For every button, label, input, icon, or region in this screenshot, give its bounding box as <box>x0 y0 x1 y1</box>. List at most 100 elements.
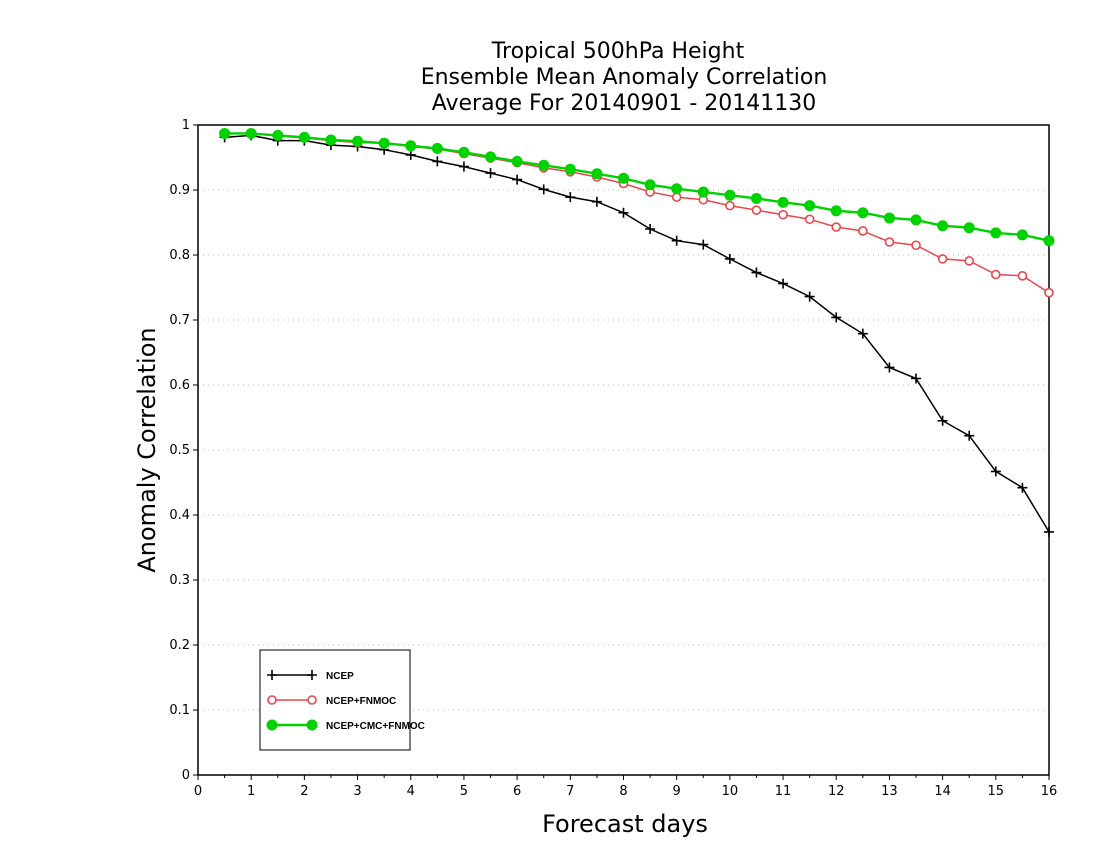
data-point <box>911 373 922 384</box>
x-tick-label: 3 <box>353 784 361 799</box>
data-point <box>831 222 842 232</box>
series-ncep <box>219 130 1054 537</box>
data-point <box>751 205 762 215</box>
data-point <box>884 237 895 247</box>
y-tick-label: 0.8 <box>169 248 190 263</box>
grid-lines <box>198 189 1049 711</box>
x-tick-label: 10 <box>722 784 739 799</box>
data-point <box>964 256 975 266</box>
data-point <box>485 151 497 163</box>
data-point <box>991 269 1001 280</box>
data-point <box>1016 229 1028 241</box>
legend-label: NCEP+CMC+FNMOC <box>326 721 425 732</box>
data-point <box>645 224 656 234</box>
x-tick-label: 4 <box>407 784 415 799</box>
axis-ticks <box>193 124 1050 780</box>
data-point <box>591 168 603 180</box>
data-point <box>671 192 682 202</box>
data-point <box>910 214 922 226</box>
data-point <box>431 142 443 154</box>
data-point <box>778 278 789 289</box>
data-point <box>671 183 683 195</box>
x-tick-label: 0 <box>194 784 202 799</box>
x-tick-label: 13 <box>881 784 898 799</box>
data-point <box>937 415 948 426</box>
data-point <box>698 239 709 250</box>
legend-marker <box>307 695 317 705</box>
y-tick-labels: 0 0.1 0.2 0.3 0.4 0.5 0.6 0.7 0.8 0.9 1 <box>169 118 190 783</box>
data-point <box>1017 482 1028 493</box>
data-point <box>777 196 789 208</box>
data-point <box>857 207 869 219</box>
data-point <box>458 161 469 172</box>
data-point <box>831 312 842 323</box>
chart-title-line-2: Ensemble Mean Anomaly Correlation <box>421 65 828 90</box>
data-point <box>963 222 975 234</box>
x-tick-label: 12 <box>828 784 845 799</box>
x-tick-label: 16 <box>1041 784 1058 799</box>
data-point <box>538 184 549 195</box>
data-point <box>458 146 470 158</box>
x-tick-label: 7 <box>566 784 574 799</box>
data-point <box>883 212 895 224</box>
data-point <box>1017 270 1028 281</box>
data-point <box>750 192 762 204</box>
data-point <box>911 240 921 251</box>
y-tick-label: 0.1 <box>169 703 190 718</box>
data-point <box>804 214 815 225</box>
data-point <box>564 163 576 175</box>
data-series <box>219 127 1055 537</box>
series-line <box>224 132 1050 294</box>
y-tick-label: 0.5 <box>169 443 190 458</box>
x-tick-label: 14 <box>934 784 951 799</box>
data-point <box>405 140 417 152</box>
y-tick-label: 0.3 <box>169 573 190 588</box>
x-axis-label: Forecast days <box>542 810 708 838</box>
data-point <box>511 155 523 167</box>
data-point <box>857 328 868 339</box>
series-ncep-cmc-fnmoc <box>219 127 1055 247</box>
y-tick-label: 0.7 <box>169 313 190 328</box>
data-point <box>937 220 949 232</box>
legend-marker <box>267 670 277 680</box>
data-point <box>697 186 709 198</box>
data-point <box>272 129 284 141</box>
chart-title-line-1: Tropical 500hPa Height <box>491 39 745 64</box>
data-point <box>565 192 576 203</box>
data-point <box>432 156 443 167</box>
legend-marker <box>306 719 318 731</box>
y-axis-label: Anomaly Correlation <box>133 327 161 572</box>
legend: NCEP NCEP+FNMOC NCEP+CMC+FNMOC <box>259 649 425 751</box>
y-tick-label: 0.6 <box>169 378 190 393</box>
data-point <box>804 291 815 302</box>
data-point <box>644 179 656 191</box>
data-point <box>751 267 762 278</box>
data-point <box>990 466 1001 477</box>
data-point <box>538 159 550 171</box>
legend-marker <box>266 719 278 731</box>
data-point <box>1044 287 1054 298</box>
legend-label: NCEP <box>326 671 354 682</box>
data-point <box>990 227 1002 239</box>
data-point <box>378 137 390 149</box>
data-point <box>724 253 735 264</box>
data-point <box>352 135 364 147</box>
data-point <box>591 196 602 207</box>
data-point <box>618 207 629 218</box>
data-point <box>884 362 895 373</box>
data-point <box>618 172 629 184</box>
data-point <box>1043 235 1055 247</box>
data-point <box>858 226 868 236</box>
x-tick-label: 15 <box>988 784 1005 799</box>
data-point <box>245 127 257 139</box>
data-point <box>485 168 496 179</box>
series-line <box>224 134 1050 533</box>
x-tick-label: 8 <box>619 784 627 799</box>
data-point <box>298 131 310 143</box>
x-tick-label: 9 <box>673 784 681 799</box>
data-point <box>325 134 337 146</box>
data-point <box>725 200 735 211</box>
data-point <box>778 209 788 220</box>
data-point <box>1044 526 1054 537</box>
data-point <box>219 127 231 139</box>
